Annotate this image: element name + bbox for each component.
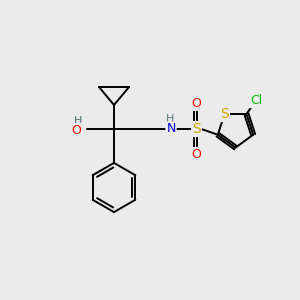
- Text: S: S: [192, 122, 201, 136]
- Text: Cl: Cl: [250, 94, 262, 107]
- Text: O: O: [72, 124, 81, 137]
- Text: S: S: [220, 107, 229, 121]
- Text: O: O: [192, 148, 201, 161]
- Text: N: N: [166, 122, 176, 136]
- Text: H: H: [74, 116, 82, 126]
- Text: O: O: [192, 97, 201, 110]
- Text: H: H: [166, 114, 175, 124]
